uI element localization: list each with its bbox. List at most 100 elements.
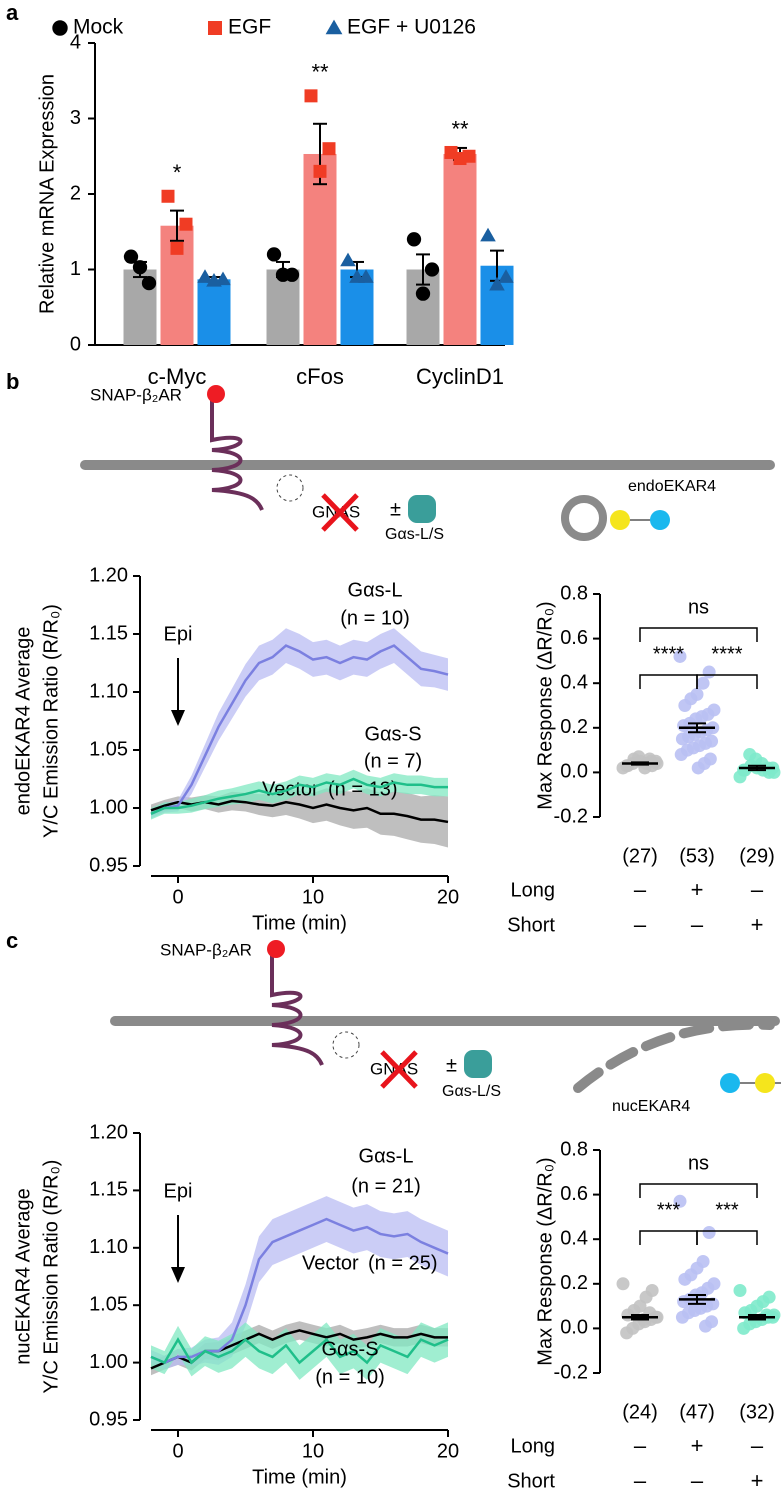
bar: [443, 153, 477, 345]
significance: ns: [688, 596, 709, 618]
series-label: Gαs-L: [359, 1145, 414, 1167]
receptor: [270, 955, 324, 1066]
point: [304, 89, 318, 103]
panel-label: a: [6, 0, 19, 25]
y-tick-label: 0.95: [89, 854, 128, 876]
y-tick-label: 0.95: [89, 1408, 128, 1430]
point: [678, 1272, 692, 1286]
x-axis-label: Time (min): [252, 912, 347, 934]
point: [161, 189, 175, 203]
point: [489, 276, 505, 291]
stimulus-arrowhead: [171, 710, 185, 726]
rescue-label: Gαs-L/S: [442, 1083, 501, 1100]
point: [349, 269, 365, 283]
y-axis-label: endoEKAR4 Average: [12, 627, 34, 816]
point: [673, 1194, 687, 1208]
count-label: (32): [739, 1401, 775, 1423]
x-tick-label: 20: [437, 886, 459, 908]
point: [691, 761, 705, 775]
series-n-label: (n = 13): [328, 778, 397, 800]
count-label: (53): [679, 845, 715, 867]
rescue-protein: [408, 495, 436, 523]
line: [150, 1217, 449, 1364]
point: [699, 1319, 712, 1333]
y-tick-label: 1.20: [89, 1121, 128, 1143]
x-tick-label: CyclinD1: [416, 364, 504, 389]
significance: ***: [715, 1199, 739, 1221]
point: [340, 252, 356, 267]
empty-gprotein: [276, 474, 304, 502]
point: [616, 1277, 630, 1291]
point: [197, 269, 213, 283]
y-tick-label: 1.05: [89, 738, 128, 760]
stimulus-arrowhead: [171, 1267, 185, 1283]
row-sign: +: [691, 877, 704, 902]
significance: **: [311, 60, 329, 85]
series-label: Gαs-L: [348, 579, 403, 601]
point: [702, 665, 716, 679]
y-tick-label: 1.00: [89, 1351, 128, 1373]
y-tick-label: 0.0: [560, 761, 588, 783]
point: [206, 273, 222, 287]
y-tick-label: 2: [70, 182, 81, 204]
x-tick-label: cFos: [296, 364, 344, 389]
point: [620, 759, 634, 773]
line: [150, 1337, 449, 1365]
yfp: [755, 1073, 775, 1093]
point: [702, 1226, 716, 1240]
y-tick-label: -0.2: [554, 1361, 588, 1383]
bar: [197, 279, 231, 345]
significance: *: [173, 160, 182, 185]
significance-bracket: [639, 627, 758, 642]
y-axis-label: Y/C Emission Ratio (R/R₀): [40, 1160, 62, 1394]
endosome: [561, 495, 607, 541]
significance-bracket: [639, 1183, 758, 1198]
receptor-label: SNAP-β₂AR: [90, 385, 182, 404]
panel-label: c: [6, 928, 18, 953]
point: [322, 142, 336, 156]
y-tick-label: 0.6: [560, 1183, 588, 1205]
point: [141, 275, 157, 291]
x-tick-label: 20: [437, 1440, 459, 1462]
series-n-label: (n = 7): [364, 750, 422, 772]
x-tick-label: 10: [302, 1440, 324, 1462]
knockout: [380, 1050, 418, 1089]
count-label: (29): [739, 845, 775, 867]
sensor-label: nucEKAR4: [612, 1098, 690, 1115]
bar: [303, 153, 337, 345]
row-sign: +: [751, 912, 764, 937]
rescue-protein: [464, 1050, 492, 1078]
significance: ns: [688, 1152, 709, 1174]
y-tick-label: 0.2: [560, 716, 588, 738]
series-n-label: (n = 25): [368, 1252, 437, 1274]
point: [675, 732, 689, 746]
y-tick-label: 1.10: [89, 680, 128, 702]
point: [170, 241, 184, 255]
y-tick-label: 3: [70, 107, 81, 129]
cfp: [720, 1073, 740, 1093]
y-tick-label: 0.4: [560, 1227, 588, 1249]
significance-bracket: [639, 1230, 698, 1245]
receptor-label: SNAP-β₂AR: [160, 940, 252, 959]
plus-minus: ±: [446, 1054, 457, 1076]
row-sign: –: [634, 1433, 647, 1458]
y-tick-label: 0.6: [560, 627, 588, 649]
legend-marker: [208, 21, 222, 35]
point: [677, 719, 691, 733]
significance: ***: [657, 1199, 681, 1221]
series-label: Gαs-S: [321, 1338, 378, 1360]
series-n-label: (n = 21): [351, 1175, 420, 1197]
row-label: Short: [507, 914, 555, 936]
row-sign: –: [751, 1433, 764, 1458]
diagram: SNAP-β₂AR GNAS ± Gαs-L/S endoEKAR4: [80, 385, 775, 543]
point: [275, 267, 291, 282]
y-axis-label: Max Response (ΔR/R₀): [534, 601, 556, 809]
y-tick-label: 0.2: [560, 1272, 588, 1294]
y-tick-label: 1.00: [89, 796, 128, 818]
error-band: [151, 769, 448, 820]
sensor-label: endoEKAR4: [628, 478, 716, 495]
point: [498, 269, 514, 283]
y-tick-label: 0.0: [560, 1317, 588, 1339]
bar: [266, 269, 300, 345]
point: [696, 676, 710, 690]
